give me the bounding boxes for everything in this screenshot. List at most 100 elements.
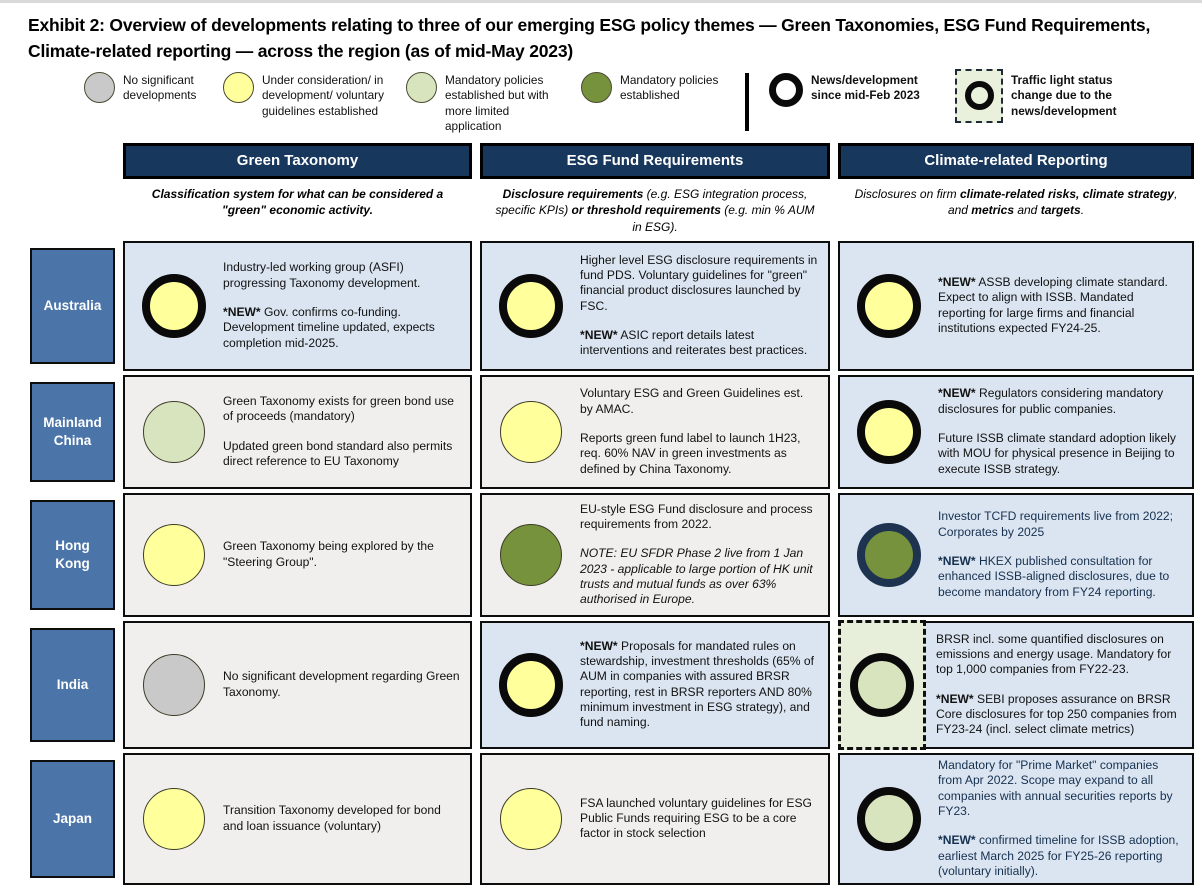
text-segment: Industry-led working group (ASFI) progre… [223, 260, 421, 290]
cell-text: Higher level ESG disclosure requirements… [580, 245, 828, 367]
circle-wrap [482, 652, 580, 717]
cell-text: Industry-led working group (ASFI) progre… [223, 252, 470, 359]
news-ring-icon [769, 72, 803, 107]
column-description-green-taxonomy: Classification system for what can be co… [123, 183, 472, 237]
row-label-mainland-china: Mainland China [30, 381, 115, 482]
cell-text: FSA launched voluntary guidelines for ES… [580, 788, 828, 850]
cell-text: Green Taxonomy exists for green bond use… [223, 386, 470, 477]
legend-item-status-change: Traffic light status change due to the n… [955, 68, 1133, 123]
cell-text: Transition Taxonomy developed for bond a… [223, 795, 470, 842]
status-circle-icon [499, 652, 563, 717]
paragraph: Mandatory for "Prime Market" companies f… [938, 758, 1183, 819]
text-segment: Investor TCFD requirements live from 202… [938, 509, 1174, 539]
column-title: ESG Fund Requirements [566, 152, 744, 170]
row-label-wrap-india: India [30, 621, 115, 749]
row-label-hong-kong: Hong Kong [30, 499, 115, 610]
exhibit-title: Exhibit 2: Overview of developments rela… [28, 15, 1151, 61]
status-circle-icon [143, 787, 205, 850]
circle-wrap [125, 273, 223, 338]
legend-divider [745, 72, 749, 131]
cell-text: Mandatory for "Prime Market" companies f… [938, 750, 1192, 887]
cell-text: Investor TCFD requirements live from 202… [938, 501, 1192, 608]
paragraph: Voluntary ESG and Green Guidelines est. … [580, 386, 819, 417]
text-segment: *NEW* [938, 554, 976, 569]
paragraph: *NEW* Proposals for mandated rules on st… [580, 639, 819, 731]
text-segment: or threshold requirements [571, 203, 721, 218]
paragraph: Reports green fund label to launch 1H23,… [580, 431, 819, 477]
cell-text: *NEW* Proposals for mandated rules on st… [580, 631, 828, 739]
text-segment: *NEW* [938, 833, 976, 848]
text-segment: *NEW* [580, 328, 618, 343]
legend-label: Mandatory policies established [620, 72, 719, 103]
text-segment: *NEW* [580, 638, 618, 653]
paragraph: EU-style ESG Fund disclosure and process… [580, 502, 819, 533]
text-segment: metrics [971, 203, 1014, 218]
row-label-australia: Australia [30, 247, 115, 364]
circle-wrap [482, 273, 580, 338]
text-segment: SEBI proposes assurance on BRSR Core dis… [936, 691, 1177, 737]
status-circle-icon [142, 273, 206, 338]
text-segment: . [1080, 203, 1085, 218]
status-circle-icon [143, 653, 205, 716]
circle-wrap [840, 273, 938, 338]
row-label-wrap-australia: Australia [30, 241, 115, 371]
cell-japan-climate-related-reporting: Mandatory for "Prime Market" companies f… [838, 750, 1194, 887]
status-circle-icon [500, 523, 562, 586]
column-description-esg-fund-requirements: Disclosure requirements (e.g. ESG integr… [480, 183, 830, 237]
cell-hong-kong-green-taxonomy: Green Taxonomy being explored by the "St… [123, 492, 472, 617]
news-ring-icon [964, 81, 994, 111]
legend-label: Under consideration/ in development/ vol… [262, 72, 384, 118]
text-segment: Green Taxonomy being explored by the "St… [223, 539, 434, 569]
legend: No significant developments Under conside… [84, 68, 1202, 135]
cell-text: No significant development regarding Gre… [223, 661, 470, 708]
corner-spacer [30, 143, 115, 179]
status-circle-icon [406, 71, 437, 103]
text-segment: FSA launched voluntary guidelines for ES… [580, 795, 812, 841]
text-segment: Updated green bond standard also permits… [223, 438, 453, 469]
matrix: Green Taxonomy ESG Fund Requirements Clima… [30, 142, 1194, 887]
text-segment: Mandatory for "Prime Market" companies f… [938, 758, 1173, 819]
paragraph: *NEW* Regulators considering mandatory d… [938, 386, 1183, 417]
circle-wrap [840, 786, 938, 851]
text-segment: EU-style ESG Fund disclosure and process… [580, 501, 813, 532]
top-divider [0, 0, 1202, 3]
legend-label: Traffic light status change due to the n… [1011, 72, 1117, 118]
legend-item-mandatory-limited: Mandatory policies established but with … [406, 71, 565, 135]
cell-india-green-taxonomy: No significant development regarding Gre… [123, 620, 472, 749]
text-segment: NOTE: EU SFDR Phase 2 live from 1 Jan 20… [580, 546, 813, 607]
status-circle-icon [849, 652, 914, 717]
text-segment: ASIC report details latest interventions… [580, 328, 808, 358]
text-segment: Green Taxonomy exists for green bond use… [223, 394, 455, 424]
cell-text: BRSR incl. some quantified disclosures o… [936, 624, 1192, 746]
text-segment: *NEW* [936, 691, 974, 706]
legend-item-no-significant: No significant developments [84, 71, 207, 104]
text-segment: confirmed timeline for ISSB adoption, ea… [938, 833, 1179, 879]
text-segment: Higher level ESG disclosure requirements… [580, 252, 818, 313]
circle-wrap [482, 523, 580, 586]
cell-mainland-china-climate-related-reporting: *NEW* Regulators considering mandatory d… [838, 374, 1194, 489]
row-label-india: India [30, 627, 115, 742]
text-segment: climate-related risks, [959, 186, 1080, 201]
paragraph: NOTE: EU SFDR Phase 2 live from 1 Jan 20… [580, 546, 819, 607]
text-segment: Disclosure requirements [502, 186, 644, 201]
circle-wrap [482, 787, 580, 850]
text-segment: HKEX published consultation for enhanced… [938, 554, 1170, 599]
circle-wrap [125, 787, 223, 850]
circle-wrap [125, 400, 223, 463]
status-circle-icon [500, 400, 562, 463]
text-segment: Transition Taxonomy developed for bond a… [223, 803, 441, 833]
paragraph: *NEW* ASSB developing climate standard. … [938, 275, 1183, 336]
text-segment: Gov. confirms co-funding. Development ti… [223, 305, 435, 350]
paragraph: Transition Taxonomy developed for bond a… [223, 803, 461, 834]
text-segment: Disclosures on firm [854, 186, 960, 201]
status-change-box [955, 68, 1003, 123]
legend-label: Mandatory policies established but with … [445, 72, 549, 134]
status-circle-icon [857, 522, 921, 587]
cell-text: Green Taxonomy being explored by the "St… [223, 531, 470, 578]
cell-japan-green-taxonomy: Transition Taxonomy developed for bond a… [123, 752, 472, 885]
status-circle-icon [499, 273, 563, 338]
paragraph: No significant development regarding Gre… [223, 669, 461, 700]
cell-australia-climate-related-reporting: *NEW* ASSB developing climate standard. … [838, 240, 1194, 371]
cell-hong-kong-climate-related-reporting: Investor TCFD requirements live from 202… [838, 492, 1194, 617]
